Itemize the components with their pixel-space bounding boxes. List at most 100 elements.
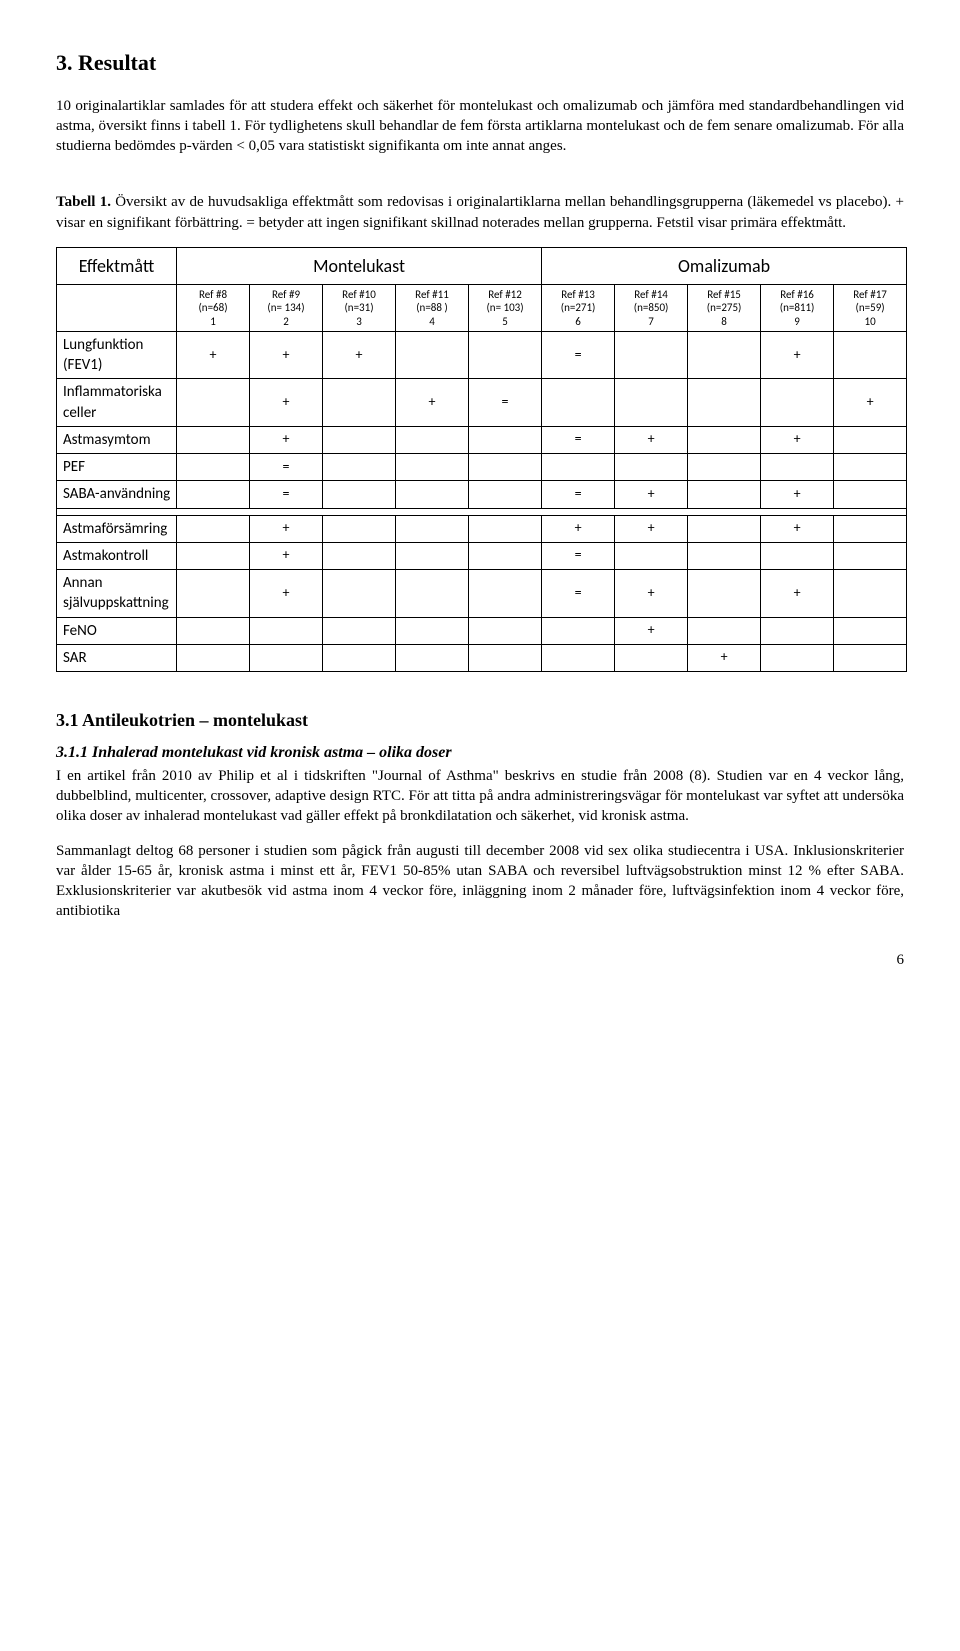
data-cell bbox=[177, 542, 250, 569]
data-cell bbox=[250, 644, 323, 671]
results-table: Effektmått Montelukast Omalizumab Ref #8… bbox=[56, 247, 907, 672]
data-cell bbox=[834, 331, 907, 379]
data-cell bbox=[396, 454, 469, 481]
data-cell bbox=[323, 426, 396, 453]
data-cell: + bbox=[250, 379, 323, 427]
data-cell: + bbox=[250, 426, 323, 453]
table-divider bbox=[57, 508, 907, 515]
table-row: FeNO + bbox=[57, 617, 907, 644]
data-cell bbox=[615, 542, 688, 569]
data-cell bbox=[469, 481, 542, 508]
data-cell bbox=[542, 617, 615, 644]
data-cell bbox=[688, 426, 761, 453]
table-ref-row: Ref #8(n=68)1Ref #9(n= 134)2Ref #10(n=31… bbox=[57, 285, 907, 332]
data-cell bbox=[177, 379, 250, 427]
data-cell: = bbox=[250, 454, 323, 481]
data-cell: + bbox=[615, 617, 688, 644]
data-cell bbox=[688, 515, 761, 542]
data-cell bbox=[761, 379, 834, 427]
ref-cell: Ref #10(n=31)3 bbox=[323, 285, 396, 332]
table-row: Astmasymtom+=++ bbox=[57, 426, 907, 453]
ref-cell: Ref #9(n= 134)2 bbox=[250, 285, 323, 332]
body-paragraph-1: I en artikel från 2010 av Philip et al i… bbox=[56, 766, 904, 827]
data-cell: + bbox=[761, 426, 834, 453]
row-label: Lungfunktion (FEV1) bbox=[57, 331, 177, 379]
col-effektmatt: Effektmått bbox=[57, 247, 177, 284]
data-cell: = bbox=[542, 331, 615, 379]
subsubsection-heading: 3.1.1 Inhalerad montelukast vid kronisk … bbox=[56, 742, 904, 764]
data-cell bbox=[396, 617, 469, 644]
section-heading: 3. Resultat bbox=[56, 48, 904, 78]
data-cell bbox=[761, 542, 834, 569]
ref-cell: Ref #13(n=271)6 bbox=[542, 285, 615, 332]
data-cell bbox=[834, 617, 907, 644]
data-cell: + bbox=[615, 515, 688, 542]
data-cell bbox=[323, 515, 396, 542]
data-cell: + bbox=[250, 331, 323, 379]
table-row: Lungfunktion (FEV1)+++=+ bbox=[57, 331, 907, 379]
data-cell bbox=[177, 617, 250, 644]
row-label: Inflammatoriska celler bbox=[57, 379, 177, 427]
table-row: SABA-användning==++ bbox=[57, 481, 907, 508]
data-cell bbox=[177, 570, 250, 618]
data-cell bbox=[542, 454, 615, 481]
data-cell: + bbox=[323, 331, 396, 379]
data-cell bbox=[323, 570, 396, 618]
table-row: Inflammatoriska celler++=+ bbox=[57, 379, 907, 427]
data-cell: + bbox=[834, 379, 907, 427]
col-omalizumab: Omalizumab bbox=[542, 247, 907, 284]
data-cell bbox=[688, 570, 761, 618]
data-cell bbox=[761, 454, 834, 481]
data-cell bbox=[469, 542, 542, 569]
table-row: Astmakontroll+= bbox=[57, 542, 907, 569]
ref-cell: Ref #17(n=59)10 bbox=[834, 285, 907, 332]
data-cell bbox=[469, 617, 542, 644]
data-cell: + bbox=[250, 542, 323, 569]
data-cell: = bbox=[542, 481, 615, 508]
data-cell bbox=[396, 331, 469, 379]
data-cell bbox=[542, 644, 615, 671]
table-row: PEF= bbox=[57, 454, 907, 481]
data-cell: + bbox=[542, 515, 615, 542]
data-cell: = bbox=[469, 379, 542, 427]
data-cell: = bbox=[542, 542, 615, 569]
row-label: Astmasymtom bbox=[57, 426, 177, 453]
data-cell bbox=[323, 454, 396, 481]
data-cell bbox=[469, 644, 542, 671]
intro-paragraph: 10 originalartiklar samlades för att stu… bbox=[56, 96, 904, 157]
ref-cell: Ref #15(n=275)8 bbox=[688, 285, 761, 332]
data-cell bbox=[396, 426, 469, 453]
data-cell bbox=[615, 331, 688, 379]
data-cell bbox=[323, 617, 396, 644]
ref-cell: Ref #16(n=811)9 bbox=[761, 285, 834, 332]
data-cell bbox=[542, 379, 615, 427]
data-cell bbox=[615, 644, 688, 671]
data-cell bbox=[177, 426, 250, 453]
data-cell: + bbox=[761, 331, 834, 379]
data-cell bbox=[761, 644, 834, 671]
row-label: Annan självuppskattning bbox=[57, 570, 177, 618]
data-cell bbox=[469, 331, 542, 379]
row-label: FeNO bbox=[57, 617, 177, 644]
data-cell bbox=[177, 644, 250, 671]
data-cell bbox=[396, 644, 469, 671]
table-caption-text: Översikt av de huvudsakliga effektmått s… bbox=[56, 194, 904, 230]
data-cell: + bbox=[615, 481, 688, 508]
row-label: Astmaförsämring bbox=[57, 515, 177, 542]
ref-cell: Ref #11(n=88 )4 bbox=[396, 285, 469, 332]
data-cell bbox=[323, 542, 396, 569]
data-cell bbox=[834, 481, 907, 508]
data-cell bbox=[323, 481, 396, 508]
data-cell: + bbox=[250, 515, 323, 542]
page-number: 6 bbox=[56, 950, 904, 970]
data-cell bbox=[688, 617, 761, 644]
table-row: Astmaförsämring++++ bbox=[57, 515, 907, 542]
data-cell: = bbox=[542, 426, 615, 453]
subsection-heading: 3.1 Antileukotrien – montelukast bbox=[56, 708, 904, 732]
data-cell bbox=[688, 481, 761, 508]
data-cell: + bbox=[177, 331, 250, 379]
data-cell bbox=[469, 426, 542, 453]
data-cell bbox=[323, 379, 396, 427]
data-cell bbox=[396, 515, 469, 542]
col-montelukast: Montelukast bbox=[177, 247, 542, 284]
